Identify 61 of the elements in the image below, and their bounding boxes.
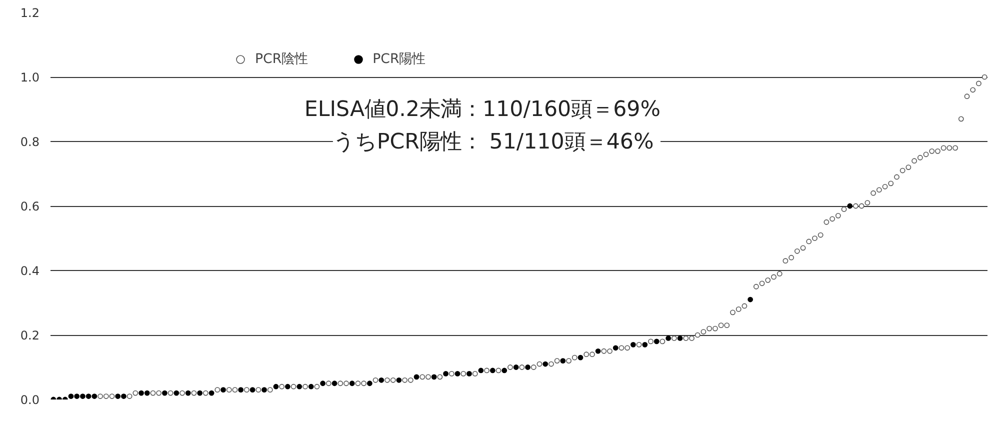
point	[80, 394, 86, 399]
point	[677, 336, 683, 341]
point	[284, 384, 290, 390]
y-tick-label: 0.8	[20, 135, 40, 149]
point	[144, 390, 150, 396]
point	[92, 394, 98, 399]
point	[208, 390, 214, 396]
annotation: ELISA値0.2未満：110/160頭＝69%	[304, 97, 661, 122]
point	[68, 394, 74, 399]
point	[454, 371, 460, 376]
point	[560, 358, 566, 364]
annotation: うちPCR陽性： 51/110頭＝46%	[332, 129, 654, 154]
point	[220, 387, 226, 393]
y-tick-label: 1.2	[20, 6, 40, 20]
point	[378, 377, 384, 383]
point	[349, 380, 355, 386]
point	[138, 390, 144, 396]
point	[332, 380, 338, 386]
point	[654, 338, 660, 344]
point	[466, 371, 472, 376]
point	[666, 336, 672, 341]
point	[478, 368, 484, 374]
point	[595, 348, 601, 354]
y-tick-label: 0.0	[20, 393, 40, 407]
point	[431, 374, 437, 380]
point	[642, 342, 648, 348]
point	[273, 384, 279, 390]
point	[320, 380, 326, 386]
point	[296, 384, 302, 390]
point	[396, 377, 402, 383]
legend-label: PCR陽性	[372, 51, 426, 68]
point	[414, 374, 420, 380]
point	[490, 368, 496, 374]
point	[74, 394, 80, 399]
point	[525, 364, 530, 370]
point	[308, 384, 314, 390]
point	[238, 387, 244, 393]
point	[612, 345, 618, 351]
point	[250, 387, 256, 393]
point	[174, 390, 180, 396]
point	[86, 394, 92, 399]
point	[443, 371, 448, 376]
point	[513, 364, 519, 370]
point	[630, 342, 636, 348]
point	[121, 394, 126, 399]
y-tick-label: 1.0	[20, 70, 40, 84]
point	[115, 394, 121, 399]
point	[748, 296, 754, 302]
y-tick-label: 0.2	[20, 328, 40, 342]
point	[197, 390, 203, 396]
point	[542, 361, 548, 367]
point	[262, 387, 267, 393]
legend-label: PCR陰性	[255, 51, 308, 68]
y-tick-label: 0.6	[20, 200, 40, 214]
point	[502, 368, 508, 374]
point	[366, 380, 372, 386]
point	[847, 203, 853, 209]
point	[185, 390, 191, 396]
point	[578, 354, 584, 360]
point	[162, 390, 168, 396]
y-tick-label: 0.4	[20, 264, 40, 278]
